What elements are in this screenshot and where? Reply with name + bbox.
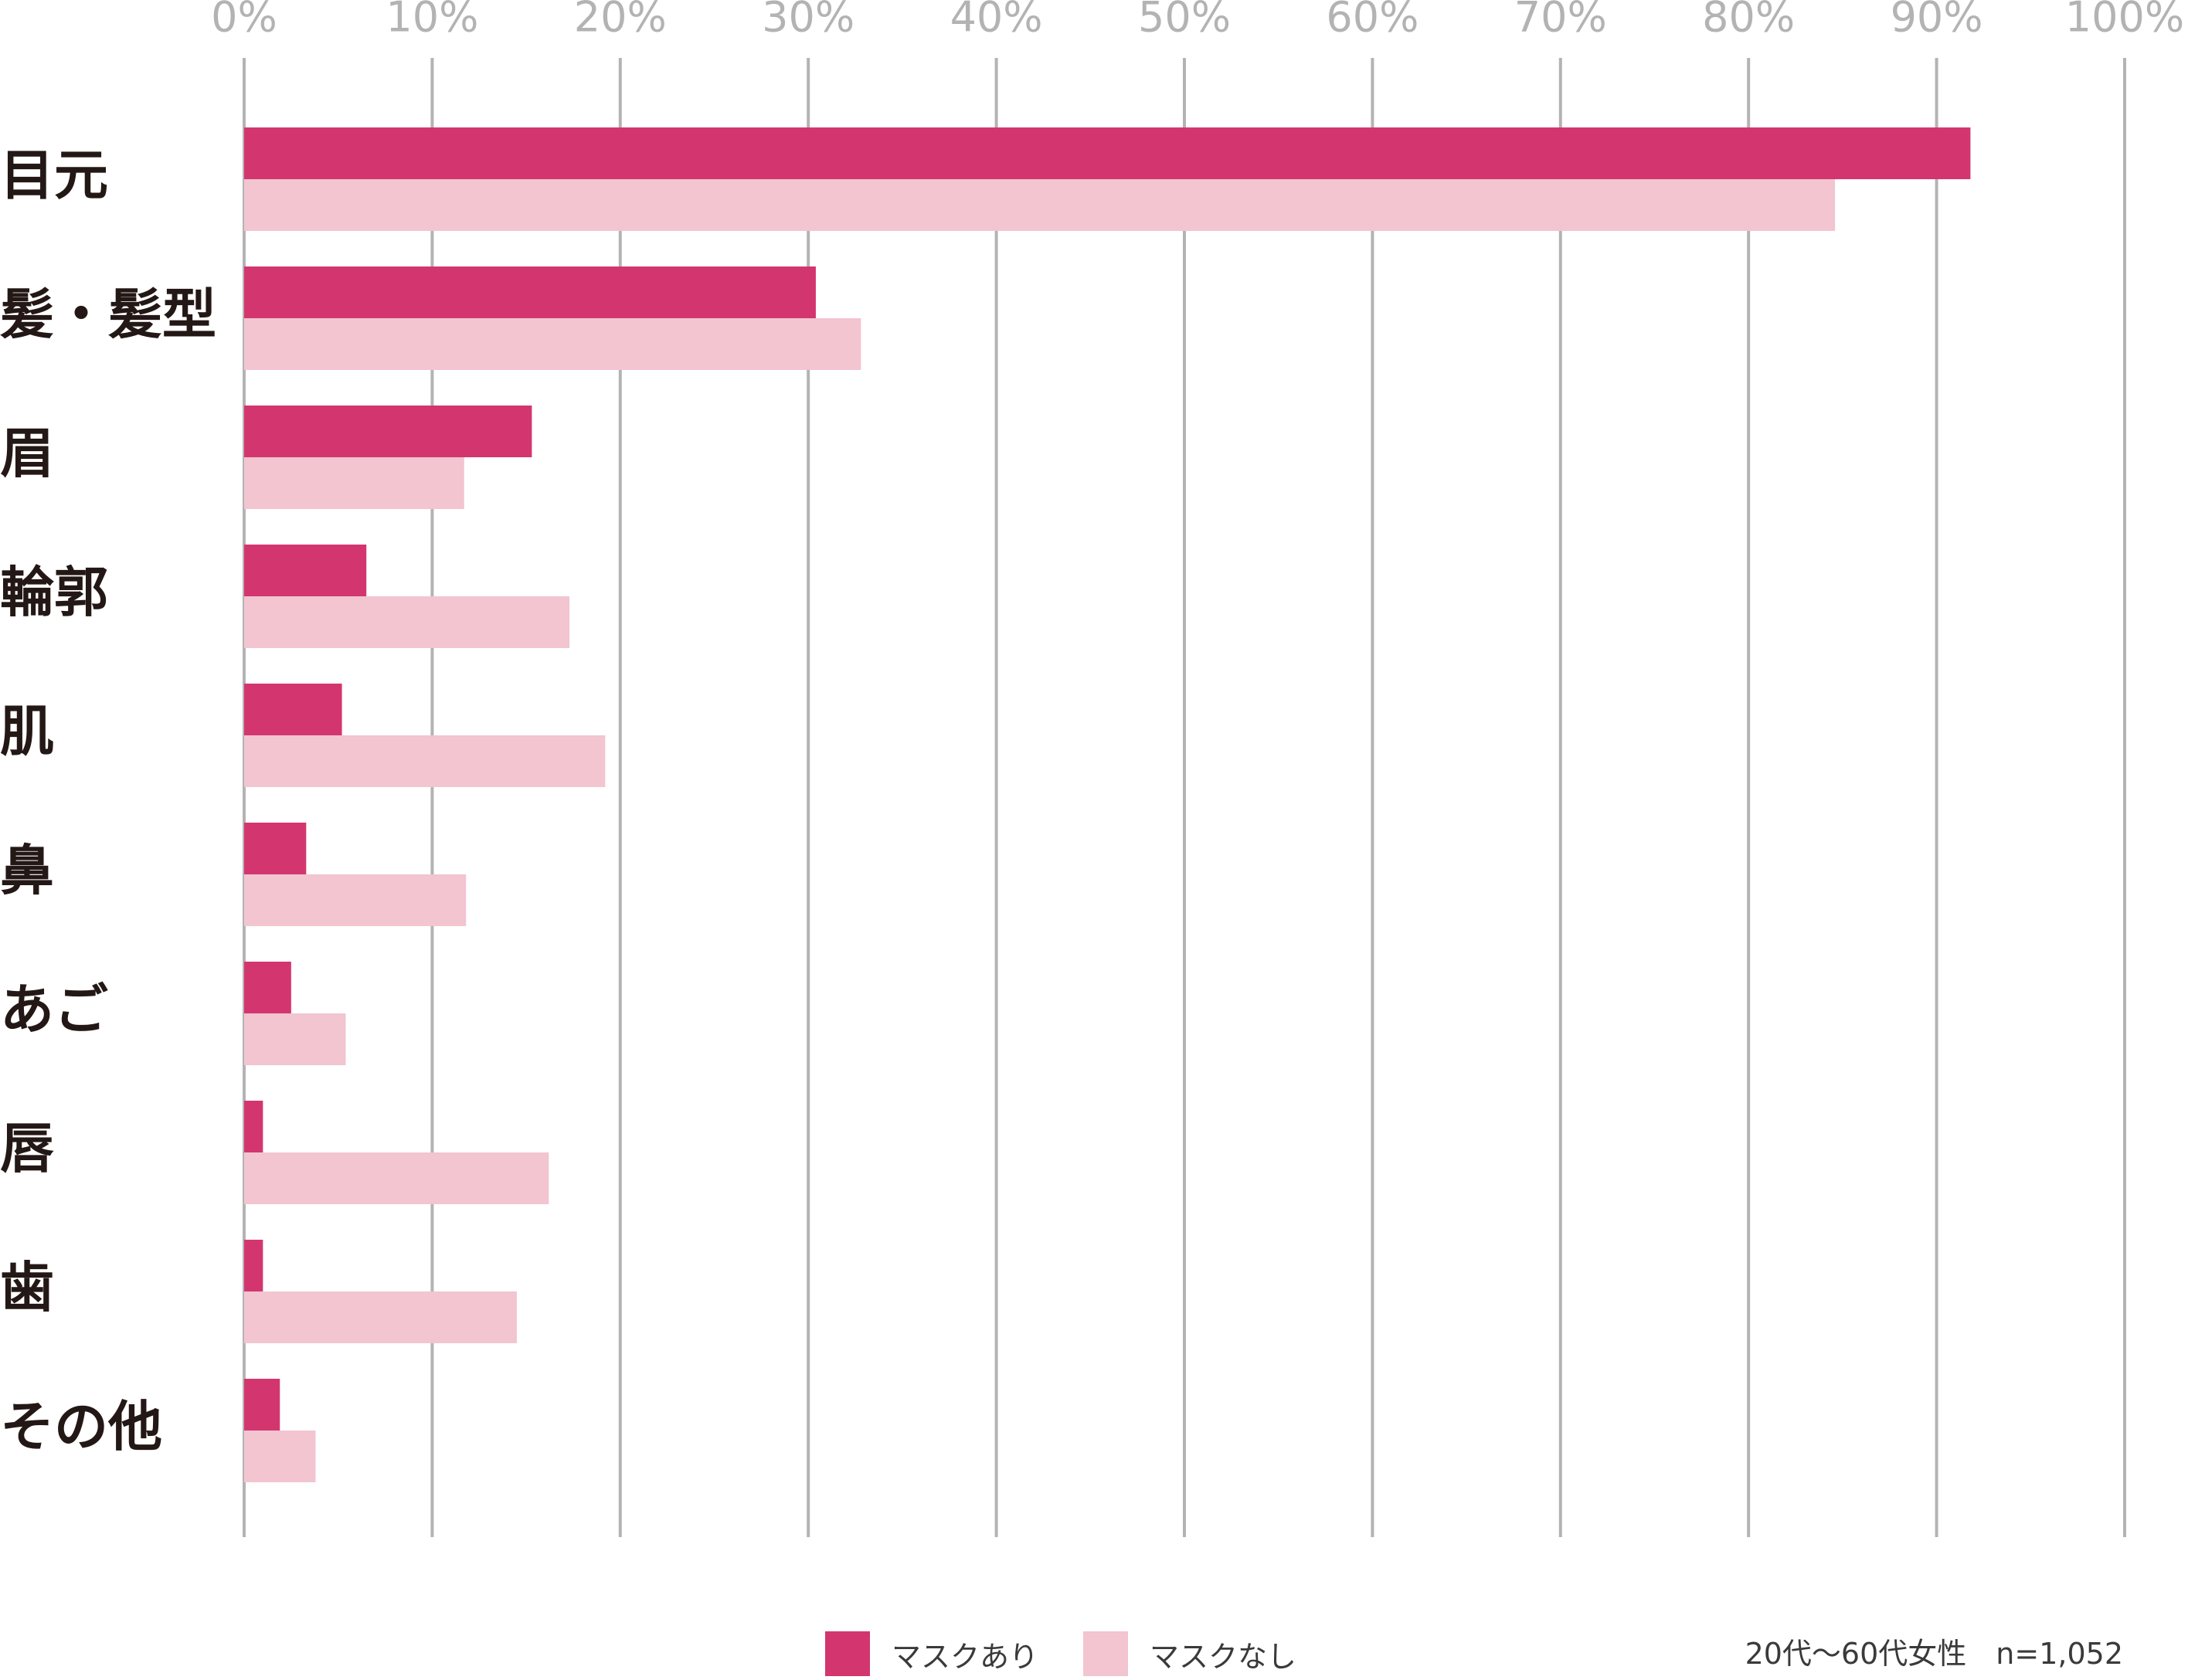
bar-5-series-0 bbox=[244, 823, 307, 874]
legend-swatch-series-0 bbox=[825, 1631, 870, 1676]
x-tick-label-10: 100% bbox=[2065, 0, 2184, 42]
category-label-1: 髪・髪型 bbox=[0, 283, 216, 346]
category-label-3: 輪郭 bbox=[0, 561, 108, 624]
bar-7-series-0 bbox=[244, 1101, 263, 1152]
bar-8-series-0 bbox=[244, 1240, 263, 1291]
bar-1-series-1 bbox=[244, 318, 861, 370]
x-tick-label-5: 50% bbox=[1138, 0, 1231, 42]
x-tick-label-4: 40% bbox=[950, 0, 1043, 42]
bar-0-series-0 bbox=[244, 127, 1971, 179]
bar-1-series-0 bbox=[244, 266, 816, 318]
x-tick-label-1: 10% bbox=[386, 0, 478, 42]
bar-9-series-1 bbox=[244, 1431, 316, 1482]
legend-label-series-0: マスクあり bbox=[892, 1639, 1039, 1674]
x-tick-label-3: 30% bbox=[762, 0, 854, 42]
category-label-9: その他 bbox=[0, 1395, 162, 1458]
bar-3-series-0 bbox=[244, 545, 367, 596]
x-axis-tick-labels: 0% 10% 20% 30% 40% 50% 60% 70% 80% 90% 100% bbox=[211, 0, 2184, 42]
bars bbox=[244, 127, 1971, 1482]
bar-6-series-0 bbox=[244, 962, 291, 1013]
x-tick-label-7: 70% bbox=[1514, 0, 1607, 42]
bar-9-series-0 bbox=[244, 1379, 280, 1431]
category-label-7: 唇 bbox=[0, 1117, 54, 1180]
chart-svg: 0% 10% 20% 30% 40% 50% 60% 70% 80% 90% 100% 目元髪・髪型… bbox=[0, 0, 2184, 1537]
sample-note: 20代〜60代女性 n=1,052 bbox=[1745, 1637, 2123, 1671]
category-label-5: 鼻 bbox=[0, 839, 54, 902]
legend-label-series-1: マスクなし bbox=[1150, 1639, 1297, 1674]
x-tick-label-9: 90% bbox=[1891, 0, 1983, 42]
category-label-6: あご bbox=[0, 978, 108, 1041]
category-label-0: 目元 bbox=[0, 144, 108, 207]
legend-item-series-0: マスクあり bbox=[825, 1630, 1038, 1678]
bar-5-series-1 bbox=[244, 874, 467, 926]
x-tick-label-0: 0% bbox=[211, 0, 277, 42]
legend-swatch-series-1 bbox=[1083, 1631, 1128, 1676]
x-tick-label-2: 20% bbox=[574, 0, 667, 42]
bar-0-series-1 bbox=[244, 179, 1836, 231]
bar-2-series-1 bbox=[244, 457, 464, 509]
category-label-2: 眉 bbox=[0, 422, 54, 485]
bar-3-series-1 bbox=[244, 596, 570, 648]
bar-4-series-1 bbox=[244, 735, 606, 787]
bar-7-series-1 bbox=[244, 1152, 549, 1204]
x-tick-label-8: 80% bbox=[1702, 0, 1795, 42]
category-label-4: 肌 bbox=[0, 700, 54, 763]
legend-item-series-1: マスクなし bbox=[1083, 1630, 1296, 1678]
category-label-8: 歯 bbox=[0, 1256, 54, 1319]
x-tick-label-6: 60% bbox=[1326, 0, 1418, 42]
bar-8-series-1 bbox=[244, 1291, 517, 1343]
bar-6-series-1 bbox=[244, 1013, 346, 1065]
bar-2-series-0 bbox=[244, 406, 532, 457]
bar-4-series-0 bbox=[244, 684, 342, 735]
